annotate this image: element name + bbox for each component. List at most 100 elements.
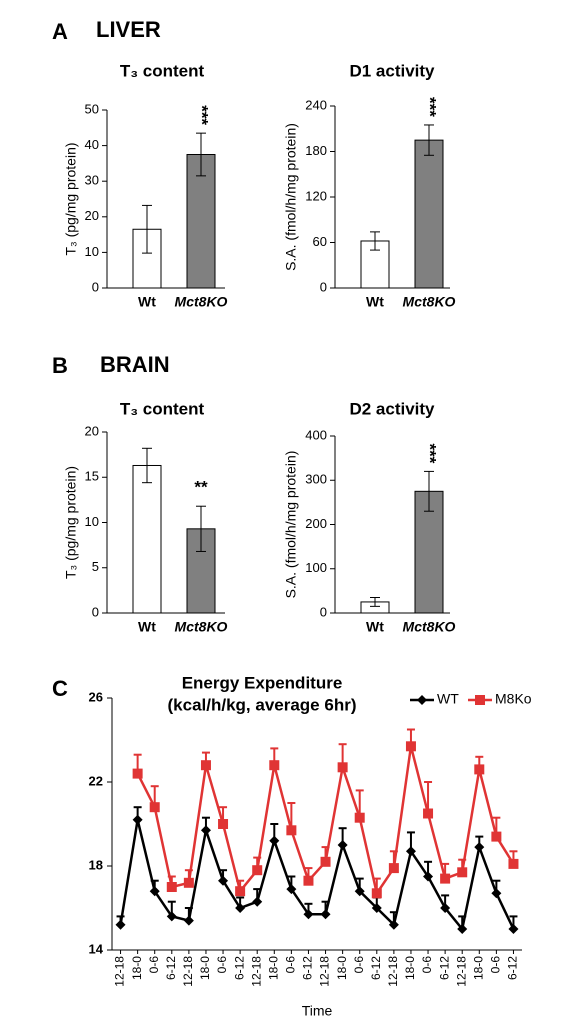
panel-title: BRAIN — [100, 352, 170, 377]
y-tick-label: 200 — [305, 516, 327, 531]
marker — [508, 858, 519, 869]
marker — [303, 909, 314, 920]
x-tick-label: 18-0 — [198, 956, 212, 980]
marker — [491, 831, 502, 842]
marker — [354, 886, 365, 897]
y-axis-label: S.A. (fmol/h/mg protein) — [283, 123, 299, 271]
x-tick-label: 18-0 — [266, 956, 280, 980]
x-tick-label: 12-18 — [454, 956, 468, 987]
y-axis-label: T₃ (pg/mg protein) — [63, 142, 79, 255]
legend-label: WT — [437, 691, 459, 707]
y-tick-label: 5 — [92, 559, 99, 574]
y-axis-label: T₃ (pg/mg protein) — [63, 466, 79, 579]
marker — [354, 812, 365, 823]
x-tick-label: 0-6 — [352, 956, 366, 974]
marker — [286, 825, 297, 836]
marker — [388, 919, 399, 930]
marker — [303, 875, 314, 886]
x-tick-label: Wt — [138, 619, 156, 635]
x-tick-label: 6-12 — [301, 956, 315, 980]
bar — [186, 154, 216, 289]
marker — [218, 875, 229, 886]
y-tick-label: 10 — [85, 244, 99, 259]
marker — [252, 896, 263, 907]
y-tick-label: 14 — [89, 941, 104, 956]
x-tick-label: 0-6 — [215, 956, 229, 974]
x-tick-label: 6-12 — [437, 956, 451, 980]
x-tick-label: 0-6 — [147, 956, 161, 974]
legend-marker — [475, 695, 485, 705]
marker — [457, 924, 468, 934]
marker — [149, 886, 160, 897]
y-tick-label: 40 — [85, 137, 99, 152]
y-tick-label: 300 — [305, 472, 327, 487]
y-tick-label: 400 — [305, 427, 327, 442]
x-tick-label: 12-18 — [181, 956, 195, 987]
marker — [337, 840, 348, 850]
marker — [320, 856, 331, 867]
x-tick-label: 18-0 — [471, 956, 485, 980]
marker — [235, 903, 246, 913]
marker — [388, 863, 399, 874]
x-tick-label: Mct8KO — [403, 294, 456, 310]
y-tick-label: 0 — [320, 604, 327, 619]
marker — [200, 760, 211, 771]
chart-subtitle: (kcal/h/kg, average 6hr) — [168, 695, 357, 714]
annotation: *** — [421, 443, 440, 463]
chart-title: T₃ content — [120, 399, 205, 418]
x-tick-label: Mct8KO — [175, 294, 228, 310]
y-tick-label: 10 — [85, 514, 99, 529]
x-tick-label: 18-0 — [403, 956, 417, 980]
marker — [371, 903, 382, 913]
x-tick-label: 6-12 — [164, 956, 178, 980]
marker — [423, 808, 434, 819]
y-tick-label: 26 — [89, 689, 103, 704]
marker — [440, 903, 451, 913]
x-tick-label: 6-12 — [506, 956, 520, 980]
marker — [405, 846, 416, 857]
marker — [183, 915, 194, 926]
x-tick-label: Mct8KO — [175, 619, 228, 635]
y-tick-label: 240 — [305, 97, 327, 112]
x-tick-label: Wt — [138, 294, 156, 310]
y-tick-label: 180 — [305, 143, 327, 158]
x-tick-label: Wt — [366, 619, 384, 635]
marker — [286, 884, 297, 895]
y-tick-label: 20 — [85, 423, 99, 438]
x-axis-label: Time — [302, 1003, 333, 1019]
y-tick-label: 15 — [85, 469, 99, 484]
y-tick-label: 20 — [85, 208, 99, 223]
marker — [218, 819, 229, 829]
marker — [200, 825, 211, 836]
marker — [423, 871, 434, 882]
legend-label: M8Ko — [495, 691, 532, 707]
marker — [166, 911, 177, 922]
annotation: *** — [193, 105, 212, 125]
marker — [405, 741, 416, 752]
y-tick-label: 60 — [313, 234, 327, 249]
x-tick-label: Mct8KO — [403, 619, 456, 635]
x-tick-label: 12-18 — [113, 956, 127, 987]
marker — [132, 814, 143, 825]
y-tick-label: 0 — [92, 604, 99, 619]
panel-letter: B — [52, 353, 68, 378]
marker — [115, 919, 126, 930]
x-tick-label: 18-0 — [130, 956, 144, 980]
y-tick-label: 50 — [85, 101, 99, 116]
marker — [457, 867, 468, 878]
marker — [235, 886, 246, 897]
marker — [491, 888, 502, 899]
marker — [149, 802, 160, 813]
bar — [414, 139, 444, 289]
y-tick-label: 22 — [89, 773, 103, 788]
marker — [166, 882, 177, 892]
marker — [252, 865, 263, 876]
x-tick-label: 18-0 — [335, 956, 349, 980]
x-tick-label: 12-18 — [386, 956, 400, 987]
x-tick-label: 6-12 — [232, 956, 246, 980]
marker — [269, 835, 280, 846]
panel-letter: C — [52, 676, 68, 701]
annotation: *** — [421, 97, 440, 117]
x-tick-label: 12-18 — [249, 956, 263, 987]
marker — [132, 768, 143, 779]
